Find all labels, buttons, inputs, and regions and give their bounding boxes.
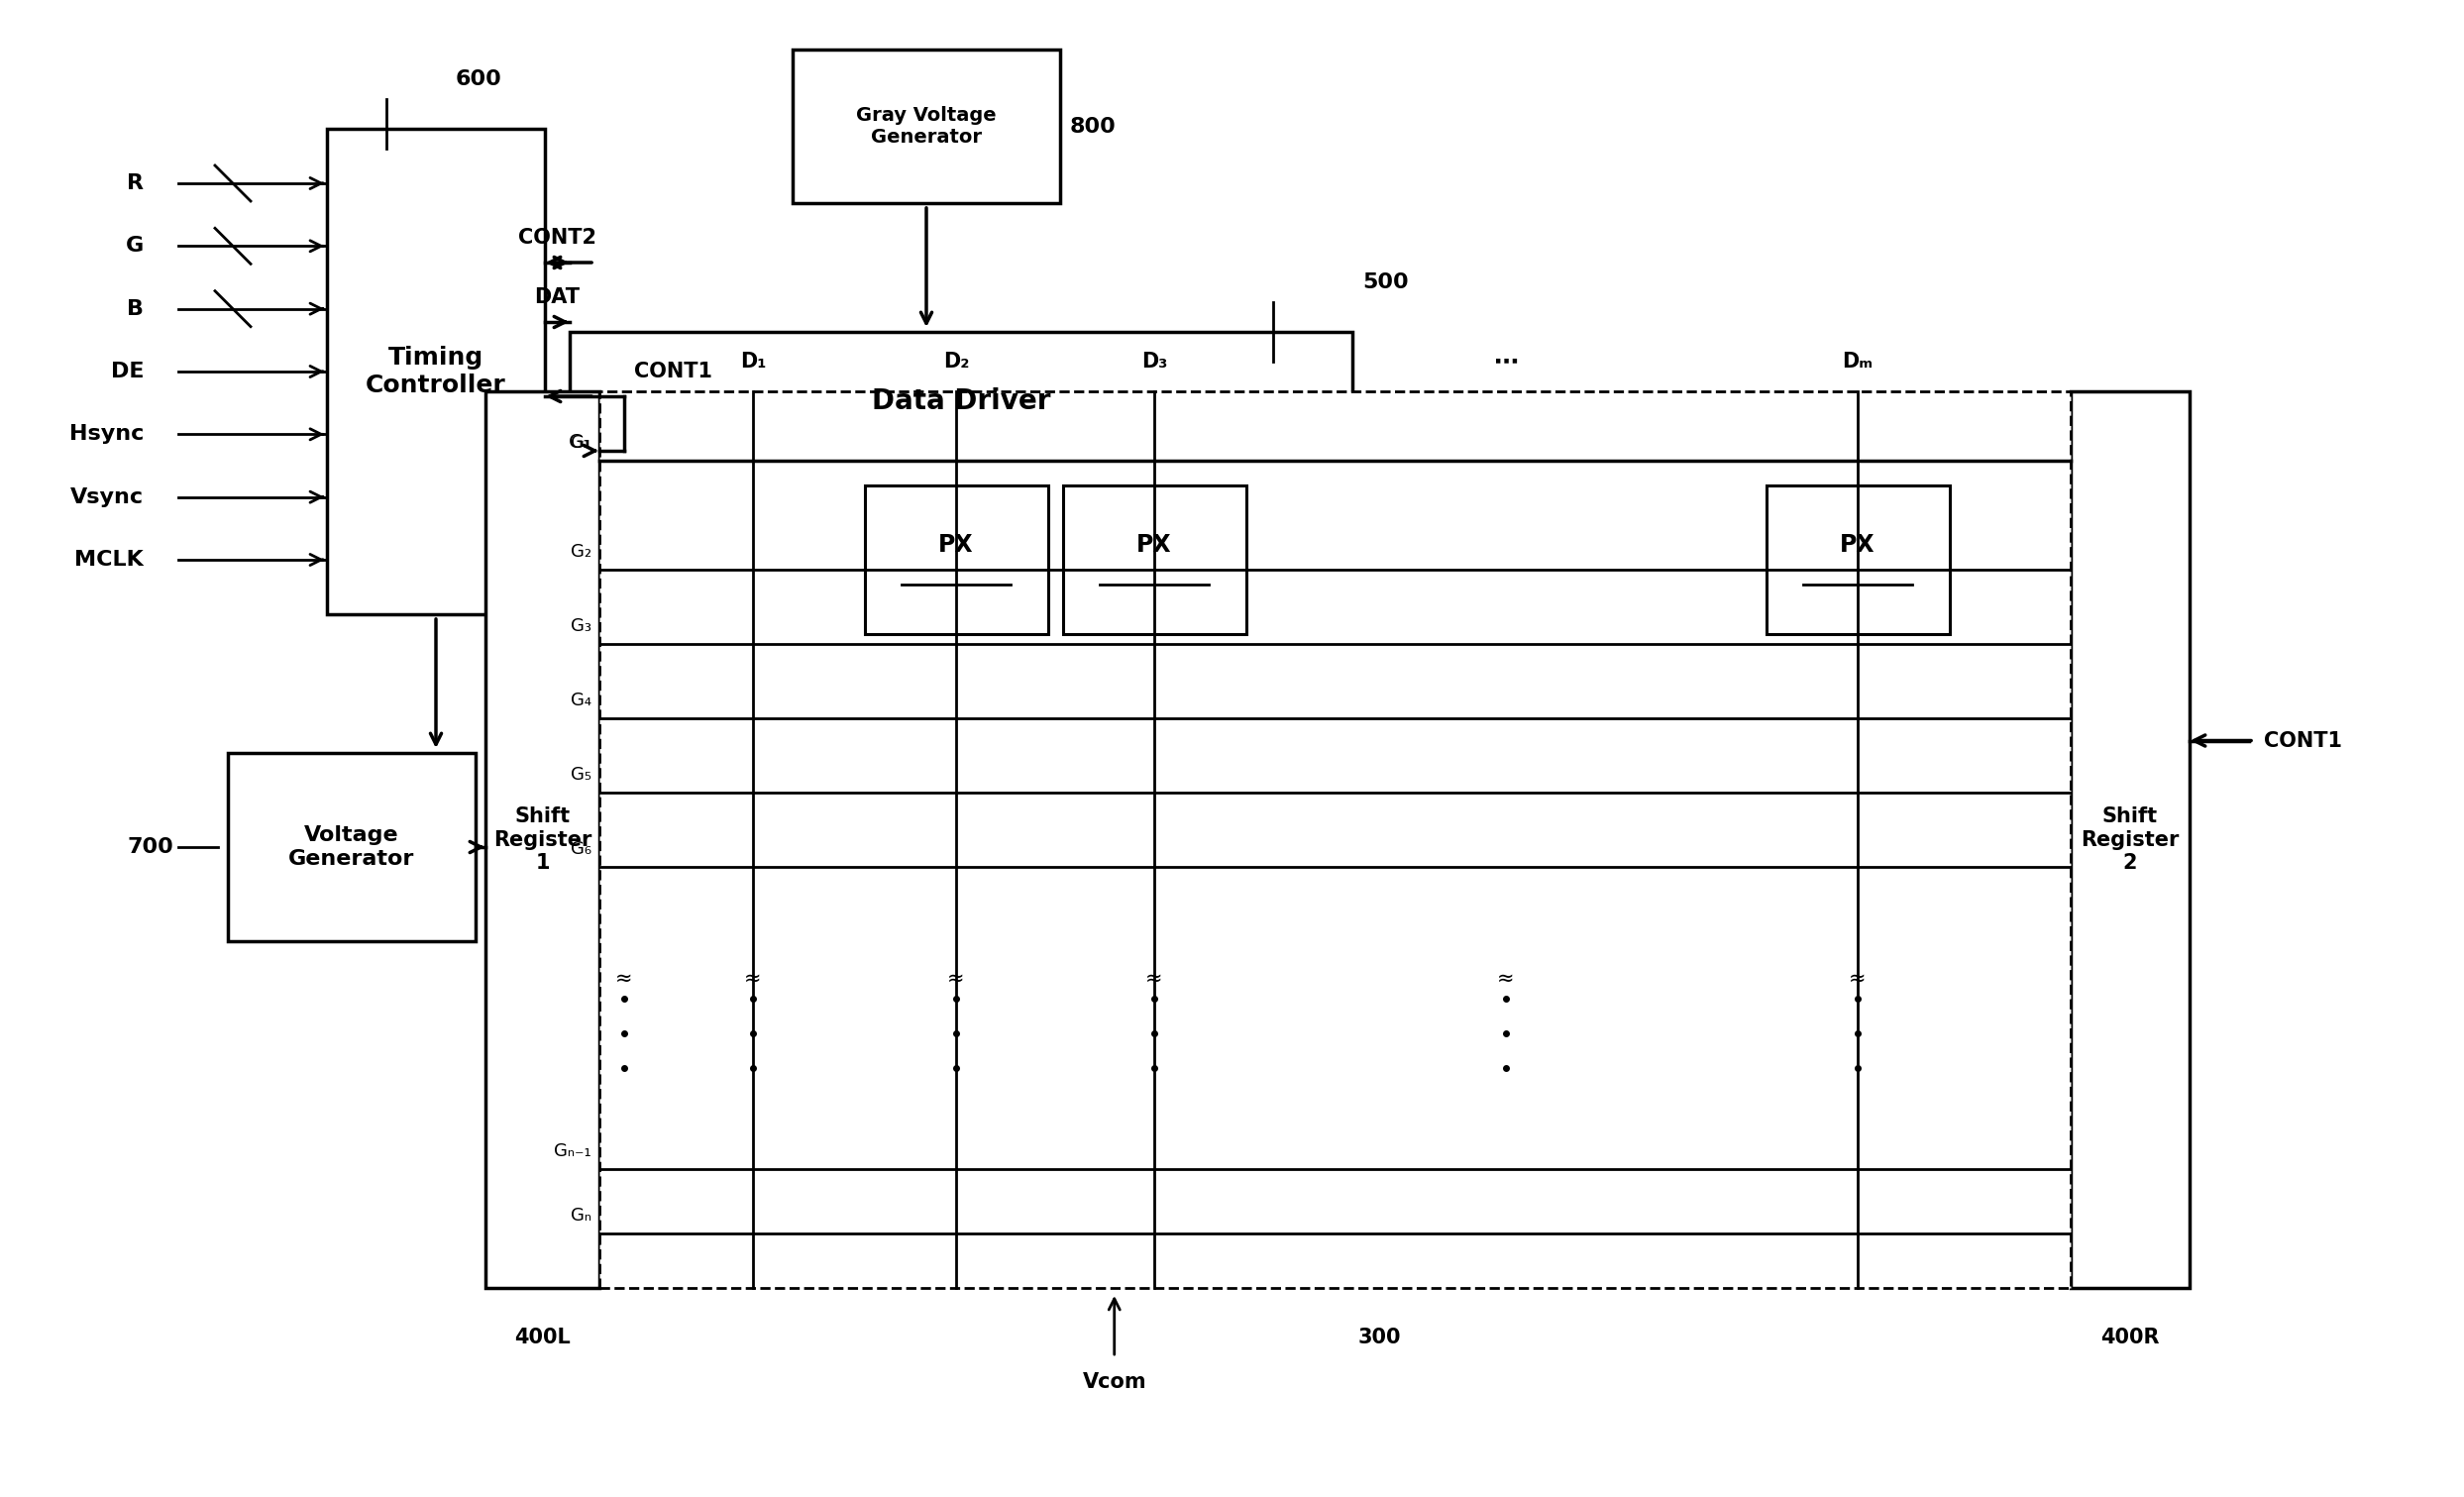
Text: R: R [126, 174, 143, 193]
Text: Timing
Controller: Timing Controller [365, 346, 505, 397]
Text: G: G [126, 237, 143, 256]
Bar [485, 391, 599, 1287]
Bar [2070, 391, 2190, 1287]
Text: 700: 700 [128, 837, 172, 856]
Text: PX: PX [939, 533, 973, 557]
Bar [599, 391, 2070, 1287]
Text: Gₙ₋₁: Gₙ₋₁ [554, 1142, 591, 1160]
Text: 300: 300 [1358, 1328, 1400, 1347]
Text: 500: 500 [1363, 272, 1409, 292]
Text: PX: PX [1841, 533, 1875, 557]
Text: G₁: G₁ [569, 434, 591, 452]
Text: D₁: D₁ [739, 352, 766, 371]
Text: G₆: G₆ [572, 840, 591, 858]
Text: D₂: D₂ [944, 352, 968, 371]
Text: CONT2: CONT2 [517, 228, 596, 247]
Text: ≈: ≈ [616, 969, 633, 988]
Text: Shift
Register
2: Shift Register 2 [2082, 807, 2178, 873]
Bar [793, 49, 1060, 204]
Text: ≈: ≈ [1146, 969, 1163, 988]
Bar [1767, 485, 1949, 635]
Text: 400L: 400L [515, 1328, 572, 1347]
Text: DE: DE [111, 362, 143, 382]
Text: DAT: DAT [535, 287, 579, 307]
Text: ≈: ≈ [744, 969, 761, 988]
Text: Data Driver: Data Driver [872, 388, 1050, 415]
Text: D₃: D₃ [1141, 352, 1168, 371]
Text: G₄: G₄ [572, 692, 591, 710]
Text: Vcom: Vcom [1082, 1373, 1146, 1392]
Text: B: B [126, 299, 143, 319]
Bar [1062, 485, 1247, 635]
Text: G₅: G₅ [572, 766, 591, 783]
Text: ≈: ≈ [1498, 969, 1515, 988]
Text: Voltage
Generator: Voltage Generator [288, 826, 414, 868]
Bar [227, 753, 476, 942]
Text: 800: 800 [1069, 117, 1116, 136]
Text: Gray Voltage
Generator: Gray Voltage Generator [855, 106, 995, 147]
Text: Dₘ: Dₘ [1843, 352, 1873, 371]
Text: CONT1: CONT1 [2264, 731, 2343, 750]
Text: G₃: G₃ [572, 617, 591, 635]
Text: ≈: ≈ [1848, 969, 1865, 988]
Text: ⋯: ⋯ [1493, 350, 1518, 374]
Text: Shift
Register
1: Shift Register 1 [493, 807, 591, 873]
Text: G₁: G₁ [572, 434, 591, 452]
Bar [328, 129, 545, 614]
Text: Hsync: Hsync [69, 424, 143, 445]
Bar [569, 332, 1353, 470]
Text: ≈: ≈ [946, 969, 966, 988]
Text: CONT1: CONT1 [633, 362, 712, 382]
Text: 400R: 400R [2102, 1328, 2158, 1347]
Bar [865, 485, 1047, 635]
Text: 600: 600 [456, 69, 503, 90]
Text: MCLK: MCLK [74, 549, 143, 570]
Text: Gₙ: Gₙ [572, 1207, 591, 1225]
Text: PX: PX [1136, 533, 1173, 557]
Text: Vsync: Vsync [69, 487, 143, 507]
Text: G₂: G₂ [572, 543, 591, 561]
